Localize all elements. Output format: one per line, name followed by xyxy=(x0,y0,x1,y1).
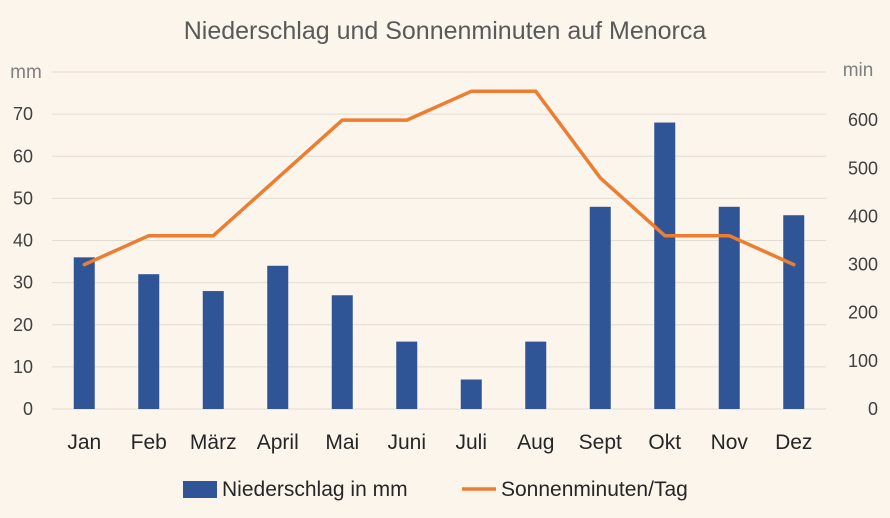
category-label: Aug xyxy=(517,431,554,454)
gridlines xyxy=(52,71,826,410)
bar-series xyxy=(73,122,805,410)
category-label: Nov xyxy=(711,431,749,454)
legend-label-line: Sonnenminuten/Tag xyxy=(501,478,688,501)
category-label: Dez xyxy=(775,431,812,454)
right-tick-label: 0 xyxy=(868,399,878,419)
category-label: Jan xyxy=(67,431,101,454)
legend: Niederschlag in mm Sonnenminuten/Tag xyxy=(183,478,688,501)
category-label: Juli xyxy=(455,431,487,454)
left-tick-label: 50 xyxy=(13,188,33,208)
category-axis-labels: Jan Feb März April Mai Juni Juli Aug Sept Okt Nov D… xyxy=(67,431,812,454)
category-label: Okt xyxy=(648,431,681,454)
left-tick-label: 30 xyxy=(13,273,33,293)
right-tick-label: 600 xyxy=(848,110,878,130)
left-axis-ticks: 0 10 20 30 40 50 60 70 xyxy=(13,104,33,419)
bar xyxy=(783,215,805,409)
bar xyxy=(589,206,611,409)
bar xyxy=(718,206,740,409)
bar xyxy=(267,265,289,409)
bar xyxy=(73,257,95,409)
right-axis-ticks: 0 100 200 300 400 500 600 xyxy=(848,110,878,419)
right-tick-label: 100 xyxy=(848,351,878,371)
legend-label-bar: Niederschlag in mm xyxy=(222,478,408,501)
bar xyxy=(396,341,418,409)
category-label: April xyxy=(257,431,299,454)
category-label: Mai xyxy=(325,431,359,454)
left-tick-label: 40 xyxy=(13,231,33,251)
category-label: Sept xyxy=(579,431,622,454)
category-label: Feb xyxy=(131,431,167,454)
bar xyxy=(460,379,482,409)
legend-swatch-bar xyxy=(183,481,217,498)
left-tick-label: 20 xyxy=(13,315,33,335)
series-line xyxy=(82,89,796,267)
line-series xyxy=(82,89,796,267)
category-label: Juni xyxy=(387,431,426,454)
bar xyxy=(654,122,676,410)
right-axis-unit: min xyxy=(843,60,874,81)
chart-title: Niederschlag und Sonnenminuten auf Menor… xyxy=(184,17,707,45)
bar xyxy=(331,295,353,409)
right-tick-label: 400 xyxy=(848,206,878,226)
left-axis-unit: mm xyxy=(10,62,42,83)
right-tick-label: 300 xyxy=(848,255,878,275)
category-label: März xyxy=(190,431,237,454)
left-tick-label: 70 xyxy=(13,104,33,124)
right-tick-label: 500 xyxy=(848,158,878,178)
bar xyxy=(138,274,160,409)
left-tick-label: 60 xyxy=(13,146,33,166)
right-tick-label: 200 xyxy=(848,303,878,323)
bar xyxy=(525,341,547,409)
left-tick-label: 0 xyxy=(23,399,33,419)
bar xyxy=(202,291,224,409)
left-tick-label: 10 xyxy=(13,357,33,377)
